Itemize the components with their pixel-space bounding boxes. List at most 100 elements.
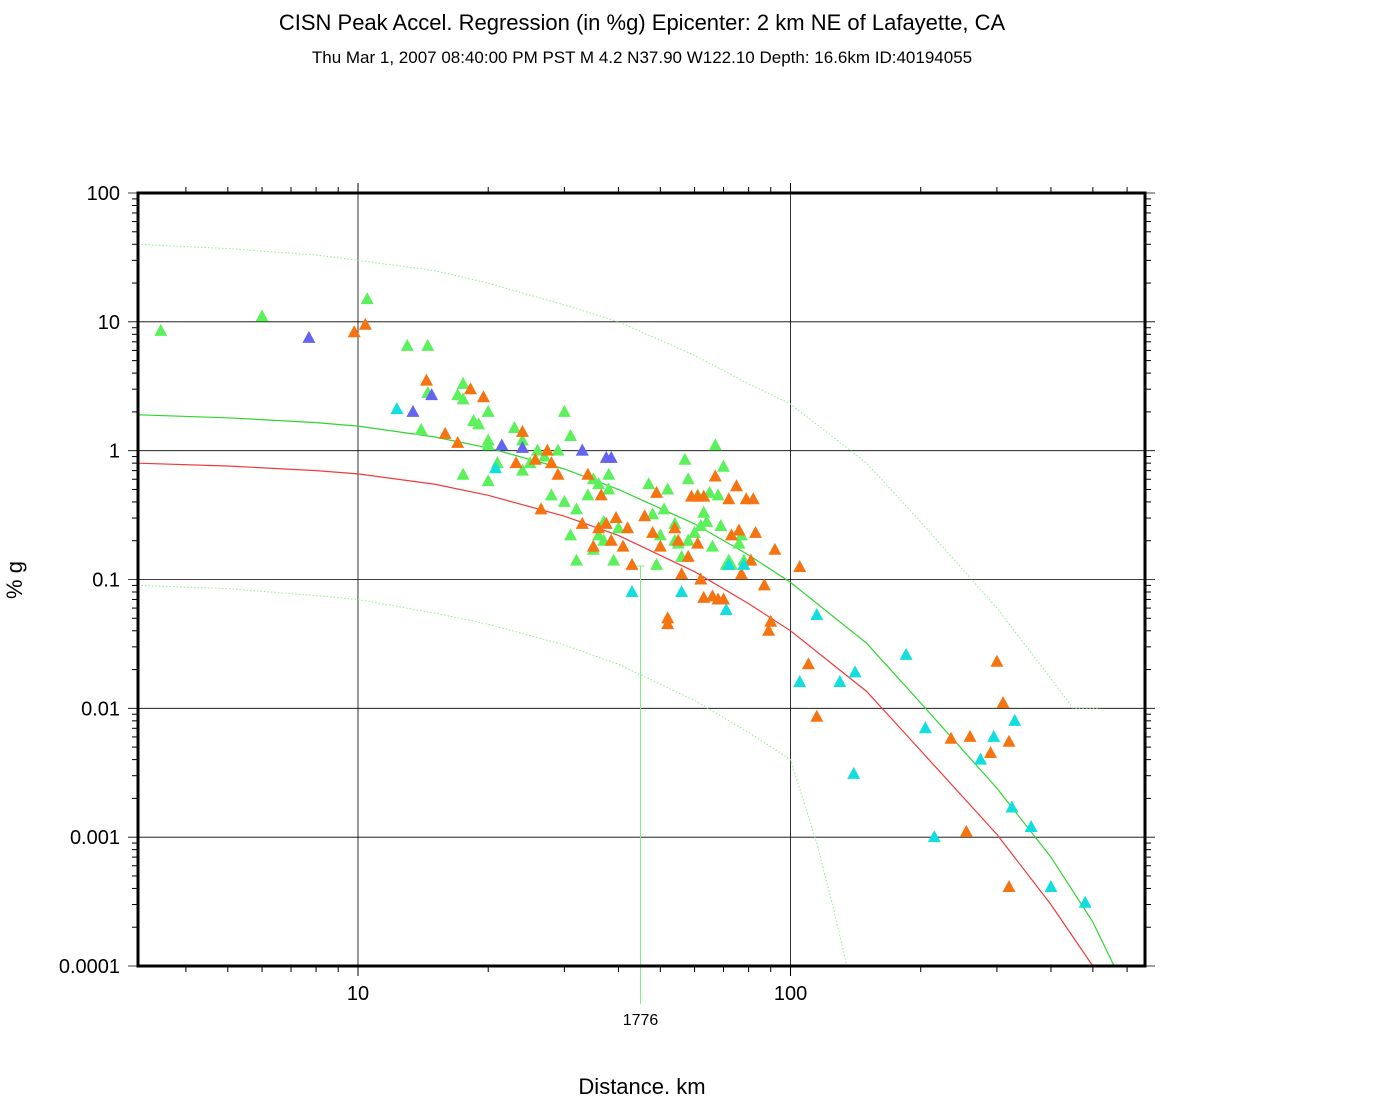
regression-curves (138, 243, 1115, 966)
data-point-green (569, 502, 583, 515)
data-point-green (551, 443, 565, 456)
data-point-green (717, 459, 731, 472)
data-point-green (515, 463, 529, 476)
data-point-blue (406, 404, 420, 417)
data-point-cyan (390, 402, 404, 415)
data-point-green (456, 467, 470, 480)
data-point-green (697, 505, 711, 518)
data-point-cyan (489, 461, 503, 474)
data-point-green (681, 533, 695, 546)
data-point-orange (358, 317, 372, 330)
data-point-orange (463, 382, 477, 395)
data-point-cyan (1024, 819, 1038, 832)
data-point-green (564, 528, 578, 541)
data-point-orange (544, 456, 558, 469)
data-point-orange (708, 469, 722, 482)
data-point-cyan (1008, 713, 1022, 726)
data-point-green (592, 477, 606, 490)
data-point-green (515, 433, 529, 446)
data-point-orange (609, 511, 623, 524)
data-point-orange (604, 533, 618, 546)
data-point-orange (749, 525, 763, 538)
data-point-orange (724, 528, 738, 541)
data-point-cyan (974, 752, 988, 765)
data-point-orange (801, 657, 815, 670)
data-point-cyan (793, 675, 807, 688)
data-point-green (400, 338, 414, 351)
data-point-cyan (719, 602, 733, 615)
data-point-green (481, 404, 495, 417)
regression-curve-1 (138, 414, 1115, 966)
data-point-green (360, 292, 374, 305)
data-point-green (569, 553, 583, 566)
data-point-orange (646, 525, 660, 538)
data-point-blue (425, 388, 439, 401)
data-point-orange (732, 523, 746, 536)
data-point-orange (810, 709, 824, 722)
data-point-orange (757, 578, 771, 591)
data-point-green (650, 557, 664, 570)
data-point-green (456, 376, 470, 389)
data-point-green (507, 420, 521, 433)
data-point-orange (717, 592, 731, 605)
data-point-green (523, 456, 537, 469)
data-point-cyan (625, 584, 639, 597)
data-point-orange (451, 435, 465, 448)
data-point-orange (419, 373, 433, 386)
data-point-orange (963, 729, 977, 742)
data-point-green (421, 338, 435, 351)
data-point-green (602, 467, 616, 480)
regression-curve-4 (138, 584, 848, 966)
data-point-orange (638, 509, 652, 522)
x-tick-label: 100 (774, 983, 807, 1005)
data-point-green (705, 539, 719, 552)
data-point-orange (990, 654, 1004, 667)
data-point-green (678, 452, 692, 465)
data-point-green (557, 404, 571, 417)
y-tick-label: 1 (109, 441, 120, 463)
data-point-green (472, 417, 486, 430)
data-point-green (694, 519, 708, 532)
y-tick-label: 100 (87, 183, 120, 205)
data-point-orange (625, 557, 639, 570)
data-point-orange (616, 539, 630, 552)
data-point-orange (694, 572, 708, 585)
data-point-green (530, 443, 544, 456)
data-point-cyan (737, 557, 751, 570)
data-point-cyan (899, 647, 913, 660)
data-point-cyan (1044, 880, 1058, 893)
regression-curve-3 (138, 243, 1101, 709)
y-tick-label: 0.001 (70, 827, 120, 849)
data-point-green (700, 514, 714, 527)
data-point-green (557, 494, 571, 507)
data-point-cyan (987, 729, 1001, 742)
data-point-orange (476, 390, 490, 403)
x-tick-label: 10 (347, 983, 369, 1005)
data-point-cyan (927, 830, 941, 843)
data-point-orange (438, 426, 452, 439)
data-point-green (732, 536, 746, 549)
chart-title: CISN Peak Accel. Regression (in %g) Epic… (279, 10, 1006, 35)
data-point-orange (1002, 880, 1016, 893)
data-point-orange (984, 746, 998, 759)
y-tick-label: 10 (98, 312, 120, 334)
data-point-orange (668, 521, 682, 534)
data-point-orange (599, 516, 613, 529)
marker-label: 1776 (623, 1012, 659, 1029)
data-point-orange (653, 539, 667, 552)
data-point-cyan (675, 584, 689, 597)
y-tick-label: 0.01 (81, 698, 120, 720)
data-point-green (255, 309, 269, 322)
grid-lines (128, 183, 1155, 976)
data-point-orange (996, 696, 1010, 709)
data-point-cyan (810, 608, 824, 621)
data-point-green (544, 488, 558, 501)
data-point-orange (592, 521, 606, 534)
data-point-cyan (918, 721, 932, 734)
data-point-orange (744, 553, 758, 566)
data-point-green (154, 323, 168, 336)
data-point-green (456, 392, 470, 405)
marker-line: 1776 (623, 565, 659, 1029)
data-point-orange (528, 452, 542, 465)
